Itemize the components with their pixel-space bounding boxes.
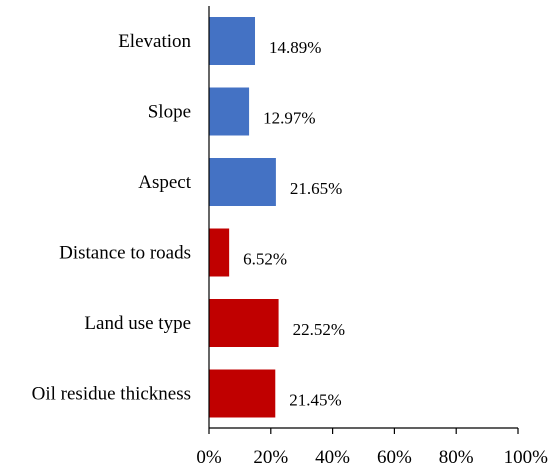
bar-oil-residue-thickness <box>209 369 276 418</box>
value-labels: 14.89% 12.97% 21.65% 6.52% 22.52% 21.45% <box>243 38 345 410</box>
value-label-oil-residue-thickness: 21.45% <box>289 391 341 410</box>
category-label-aspect: Aspect <box>138 172 191 193</box>
x-tick-label-60: 60% <box>377 447 412 468</box>
category-labels: Elevation Slope Aspect Distance to roads Lan… <box>32 31 192 405</box>
value-label-distance-to-roads: 6.52% <box>243 250 287 269</box>
category-label-slope: Slope <box>148 102 191 123</box>
value-label-aspect: 21.65% <box>290 179 342 198</box>
bar-distance-to-roads <box>209 228 230 277</box>
x-tick-label-0: 0% <box>196 447 222 468</box>
category-label-land-use-type: Land use type <box>84 313 191 334</box>
category-label-oil-residue-thickness: Oil residue thickness <box>32 384 191 405</box>
bar-elevation <box>209 17 256 65</box>
category-label-elevation: Elevation <box>118 31 191 52</box>
x-tick-label-100: 100% <box>504 447 549 468</box>
x-axis: 0% 20% 40% 60% 80% 100% <box>196 427 549 468</box>
value-label-elevation: 14.89% <box>269 38 321 57</box>
value-label-slope: 12.97% <box>263 109 315 128</box>
value-label-land-use-type: 22.52% <box>293 320 345 339</box>
bar-slope <box>209 87 250 136</box>
bars-group <box>209 17 279 418</box>
category-label-distance-to-roads: Distance to roads <box>59 243 191 264</box>
bar-land-use-type <box>209 299 279 347</box>
x-tick-label-40: 40% <box>315 447 350 468</box>
x-tick-label-80: 80% <box>439 447 474 468</box>
x-tick-label-20: 20% <box>253 447 288 468</box>
bar-aspect <box>209 158 276 206</box>
